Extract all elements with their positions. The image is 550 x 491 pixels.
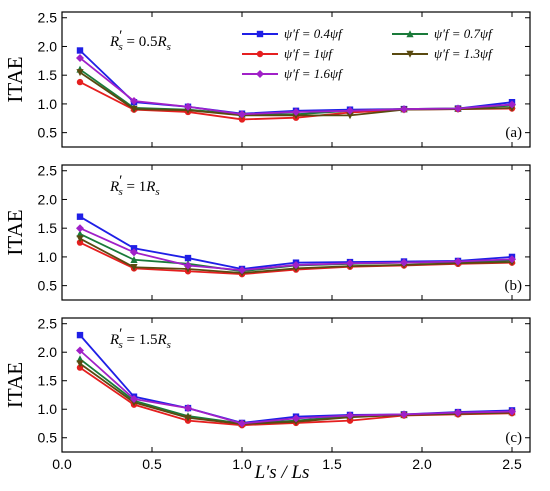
resistance-annotation: R′ s = 0.5Rs (109, 28, 171, 53)
y-tick-label: 2.5 (38, 316, 58, 332)
data-point (346, 112, 354, 120)
data-point (400, 410, 408, 419)
data-point (130, 105, 138, 113)
data-point (130, 255, 138, 263)
data-point (346, 411, 354, 420)
data-point (238, 116, 246, 123)
data-point (292, 260, 300, 269)
data-point (292, 414, 300, 423)
data-point (130, 97, 138, 106)
data-point (400, 258, 408, 267)
data-point (130, 394, 138, 403)
data-point (184, 414, 192, 422)
data-point (76, 69, 84, 77)
y-tick-label: 1.0 (38, 401, 58, 417)
x-tick-label: 0.5 (142, 456, 162, 472)
x-tick-label: 1.5 (322, 456, 342, 472)
y-axis-label: ITAE (3, 209, 27, 255)
y-tick-label: 1.5 (38, 67, 58, 83)
data-point (76, 224, 84, 233)
legend-marker (406, 30, 414, 38)
data-point (76, 360, 84, 368)
y-tick-label: 2.0 (38, 191, 58, 207)
data-point (76, 331, 84, 339)
y-tick-label: 0.5 (38, 430, 58, 446)
legend-marker (256, 70, 264, 78)
y-tick-label: 1.0 (38, 96, 58, 112)
y-tick-label: 1.0 (38, 249, 58, 265)
chart-panel: 0.5 1.0 1.5 2.0 2.5 ITAE (a) R′ s = 0.5Rs ψ′f = 0… (3, 10, 531, 148)
y-tick-label: 2.0 (38, 38, 58, 54)
data-point (76, 235, 84, 243)
data-point (508, 100, 516, 109)
resistance-annotation: R′ s = 1.5Rs (109, 326, 171, 351)
resistance-annotation: R′ s = 1Rs (109, 173, 160, 198)
legend-label: ψ′f = 0.7ψf (434, 26, 494, 41)
data-point (238, 419, 246, 428)
legend-label: ψ′f = 1ψf (284, 46, 334, 61)
x-axis-label: L′s / Ls (254, 462, 310, 483)
data-point (76, 47, 84, 54)
panel-tag: (c) (505, 430, 522, 446)
legend-label: ψ′f = 0.4ψf (284, 26, 344, 41)
data-point (130, 264, 138, 272)
x-tick-label: 2.5 (502, 456, 522, 472)
data-point (292, 107, 300, 116)
data-point (184, 102, 192, 111)
data-point (508, 255, 516, 264)
panel-tag: (a) (505, 125, 522, 141)
data-point (238, 110, 246, 119)
chart-panel: 0.5 1.0 1.5 2.0 2.5 ITAE (b) R′ s = 1Rs (3, 163, 531, 301)
y-tick-label: 1.5 (38, 220, 58, 236)
y-tick-label: 2.5 (38, 163, 58, 179)
plot-frame (61, 11, 531, 148)
data-point (76, 346, 84, 355)
x-tick-label: 0.0 (52, 456, 72, 472)
legend-marker (256, 50, 264, 58)
legend-label: ψ′f = 1.6ψf (284, 66, 344, 81)
data-point (76, 78, 84, 86)
legend-marker (256, 30, 264, 38)
plot-frame (61, 164, 531, 301)
legend-label: ψ′f = 1.3ψf (434, 46, 494, 61)
legend-marker (406, 50, 414, 58)
data-point (184, 254, 192, 262)
data-point (184, 404, 192, 413)
data-point (184, 261, 192, 270)
chart-panel: 0.5 1.0 1.5 2.0 2.5 0.0 0.5 1.0 1.5 2.0 2.5 ITAE (c)… (3, 316, 531, 472)
data-point (454, 408, 462, 417)
panel-tag: (b) (505, 278, 523, 294)
data-point (346, 259, 354, 268)
x-tick-label: 1.0 (232, 456, 252, 472)
y-tick-label: 1.5 (38, 373, 58, 389)
data-point (238, 266, 246, 275)
data-point (454, 257, 462, 266)
data-point (76, 364, 84, 371)
data-point (130, 248, 138, 257)
data-point (76, 53, 84, 62)
y-tick-label: 2.0 (38, 344, 58, 360)
y-tick-label: 0.5 (38, 278, 58, 294)
y-axis-label: ITAE (3, 362, 27, 408)
data-point (454, 104, 462, 113)
y-tick-label: 0.5 (38, 125, 58, 141)
data-point (76, 239, 84, 246)
data-point (346, 106, 354, 115)
series-line (79, 334, 513, 424)
data-point (130, 245, 138, 252)
data-point (508, 407, 516, 416)
data-point (76, 213, 84, 220)
series-line (79, 349, 513, 425)
data-point (400, 105, 408, 114)
plot-frame (61, 317, 531, 453)
y-tick-label: 2.5 (38, 10, 58, 26)
legend: ψ′f = 0.4ψf ψ′f = 0.7ψf ψ′f = 1ψf ψ′f = 1.3… (242, 26, 494, 81)
x-tick-label: 2.0 (412, 456, 432, 472)
y-axis-label: ITAE (3, 56, 27, 102)
